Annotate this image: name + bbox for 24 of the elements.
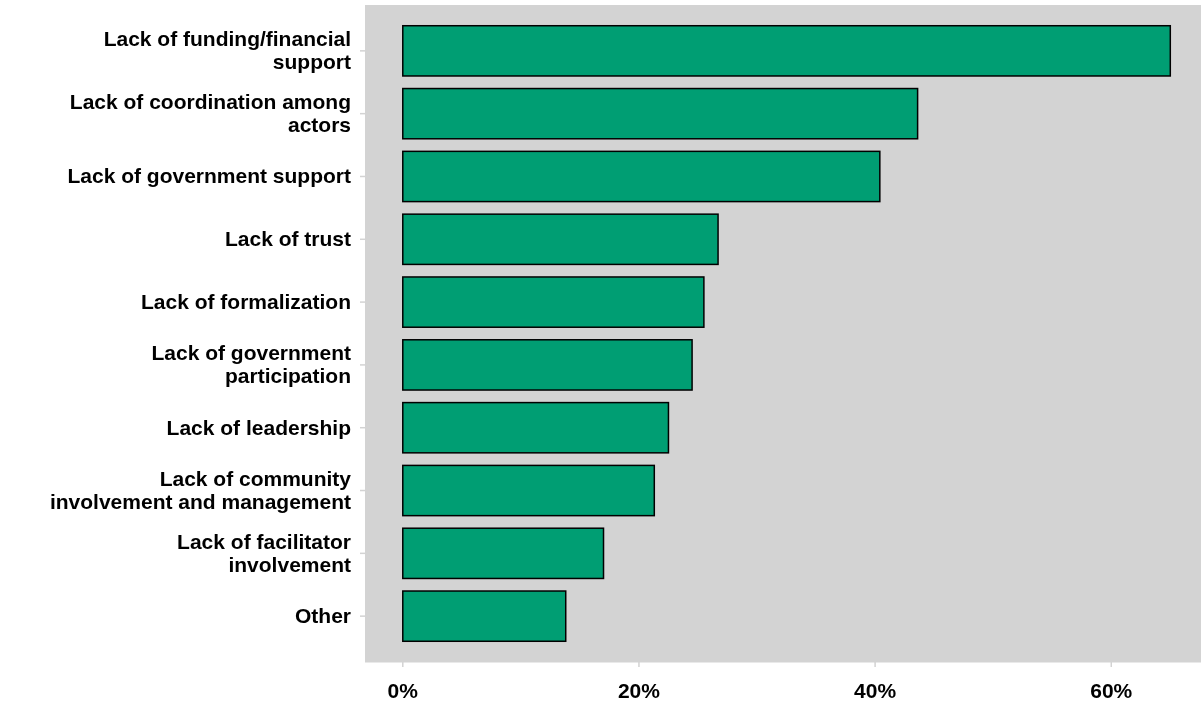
y-tick-label: Lack of facilitator involvement — [177, 529, 351, 576]
bar — [402, 590, 567, 643]
bar — [402, 87, 919, 140]
bar — [402, 150, 881, 203]
x-tick-label: 0% — [387, 679, 419, 702]
y-tick-label: Lack of government participation — [151, 341, 351, 388]
bar — [402, 339, 693, 391]
bar — [402, 401, 670, 454]
bar — [402, 527, 605, 580]
bar — [402, 276, 705, 328]
y-tick-label: Lack of coordination among actors — [69, 90, 351, 137]
y-tick-label: Lack of funding/financial support — [103, 27, 352, 74]
y-tick-label: Lack of government support — [67, 164, 352, 188]
y-tick-label: Lack of formalization — [140, 290, 351, 314]
y-tick-label: Lack of leadership — [166, 415, 351, 439]
bar — [402, 24, 1172, 77]
bar — [402, 464, 656, 517]
y-tick-label: Other — [294, 604, 351, 628]
x-tick-label: 20% — [617, 679, 661, 702]
y-tick-label: Lack of community involvement and management — [49, 467, 352, 514]
x-tick-label: 40% — [854, 679, 897, 702]
bar — [402, 213, 719, 266]
y-tick-label: Lack of trust — [224, 227, 351, 251]
x-tick-label: 60% — [1090, 679, 1133, 702]
